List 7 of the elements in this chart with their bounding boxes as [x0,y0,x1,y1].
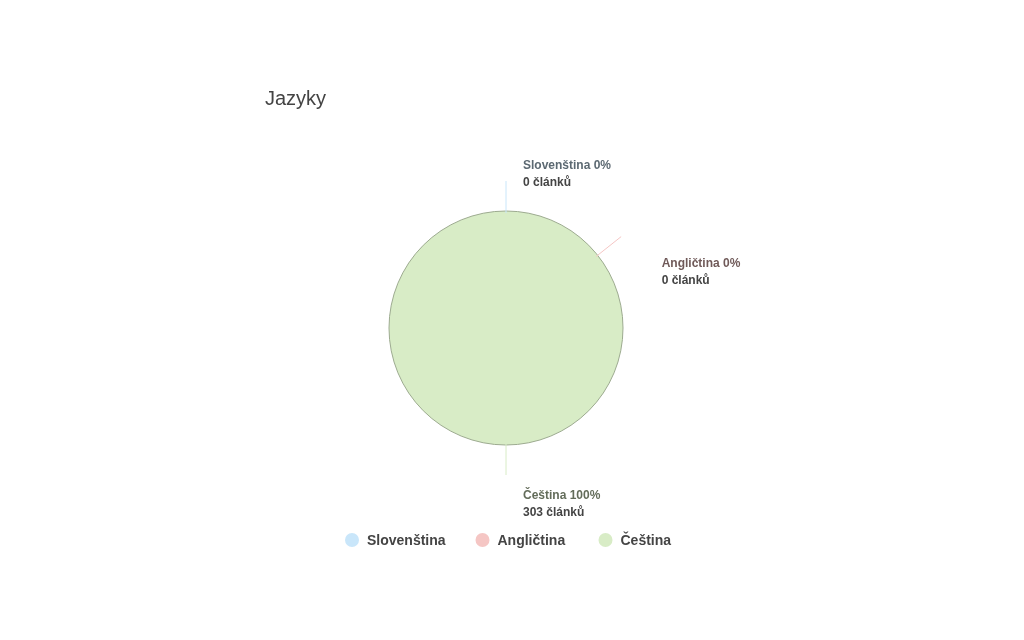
text: Angličtina 0% 0 článků [661,255,741,287]
legend-label: Čeština [620,531,672,548]
legend-label: Slovenština [367,532,446,548]
data-label: Čeština 100% 303 článků [523,487,601,519]
text: Slovenština 0% 0 článků [523,158,612,189]
chart-title: Jazyky [265,87,327,109]
legend-label: Angličtina [497,532,566,548]
